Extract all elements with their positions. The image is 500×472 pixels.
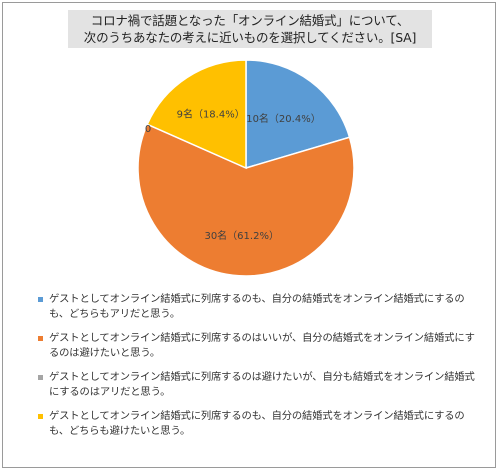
legend-marker-gray [38,375,43,380]
legend-item: ゲストとしてオンライン結婚式に列席するのはいいが、自分の結婚式をオンライン結婚式… [38,331,478,361]
pie-slice [137,123,355,277]
pie-data-labels: 10名（20.4%） 30名（61.2%） 0 9名（18.4%） [145,108,321,242]
legend-label: ゲストとしてオンライン結婚式に列席するのはいいが、自分の結婚式をオンライン結婚式… [49,332,475,359]
legend-item: ゲストとしてオンライン結婚式に列席するのも、自分の結婚式をオンライン結婚式にする… [38,292,478,322]
pie-chart: 10名（20.4%） 30名（61.2%） 0 9名（18.4%） [137,59,355,277]
legend-marker-orange [38,336,43,341]
legend-item: ゲストとしてオンライン結婚式に列席するのは避けたいが、自分も結婚式をオンライン結… [38,370,478,400]
pie-data-label: 9名（18.4%） [177,108,245,121]
legend-label: ゲストとしてオンライン結婚式に列席するのも、自分の結婚式をオンライン結婚式にする… [49,410,465,437]
legend-item: ゲストとしてオンライン結婚式に列席するのも、自分の結婚式をオンライン結婚式にする… [38,409,478,439]
pie-slices [137,59,355,277]
pie-data-label: 30名（61.2%） [204,229,279,242]
chart-title-line-2: 次のうちあなたの考えに近いものを選択してください。[SA] [83,30,417,45]
legend-marker-yellow [38,414,43,419]
chart-title: コロナ禍で話題となった「オンライン結婚式」について、 次のうちあなたの考えに近い… [68,10,432,48]
pie-data-label: 10名（20.4%） [246,112,321,125]
chart-title-line-1: コロナ禍で話題となった「オンライン結婚式」について、 [90,13,410,28]
pie-data-label: 0 [145,124,151,135]
legend-label: ゲストとしてオンライン結婚式に列席するのは避けたいが、自分も結婚式をオンライン結… [49,371,475,398]
legend-marker-blue [38,297,43,302]
legend: ゲストとしてオンライン結婚式に列席するのも、自分の結婚式をオンライン結婚式にする… [38,292,478,448]
legend-label: ゲストとしてオンライン結婚式に列席するのも、自分の結婚式をオンライン結婚式にする… [49,293,465,320]
pie-slice [146,59,247,170]
pie-slice [245,59,351,170]
